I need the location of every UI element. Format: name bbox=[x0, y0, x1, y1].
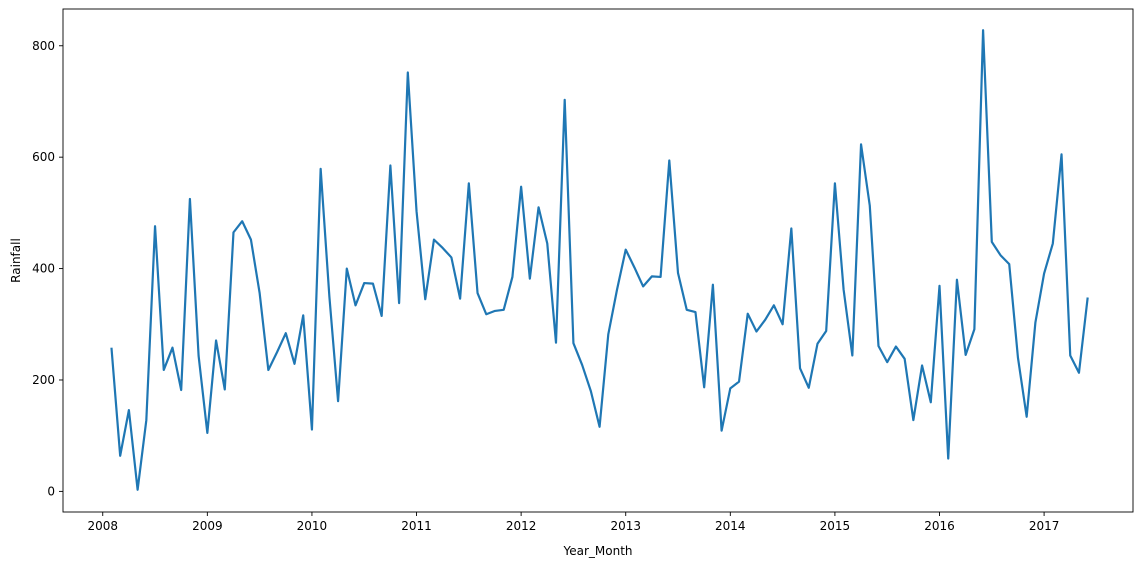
x-tick-label: 2012 bbox=[506, 519, 537, 533]
x-tick-label: 2009 bbox=[192, 519, 223, 533]
x-tick-label: 2013 bbox=[610, 519, 641, 533]
rainfall-series-line bbox=[110, 29, 1089, 491]
y-axis-ticks: 0 200 400 600 800 bbox=[32, 39, 63, 498]
y-tick-label: 800 bbox=[32, 39, 55, 53]
x-tick-label: 2010 bbox=[297, 519, 328, 533]
x-axis-title: Year_Month bbox=[562, 544, 632, 558]
y-tick-label: 400 bbox=[32, 262, 55, 276]
y-tick-label: 200 bbox=[32, 373, 55, 387]
x-tick-label: 2016 bbox=[924, 519, 955, 533]
y-axis-title: Rainfall bbox=[9, 238, 23, 283]
x-tick-label: 2014 bbox=[715, 519, 746, 533]
y-tick-label: 0 bbox=[47, 484, 55, 498]
x-tick-label: 2011 bbox=[401, 519, 432, 533]
y-tick-label: 600 bbox=[32, 150, 55, 164]
x-tick-label: 2017 bbox=[1029, 519, 1060, 533]
x-tick-label: 2015 bbox=[820, 519, 851, 533]
x-tick-label: 2008 bbox=[87, 519, 118, 533]
plot-area-frame bbox=[62, 8, 1134, 513]
x-axis-ticks: 2008 2009 2010 2011 2012 2013 2014 2015 2016 2017 bbox=[87, 512, 1059, 533]
